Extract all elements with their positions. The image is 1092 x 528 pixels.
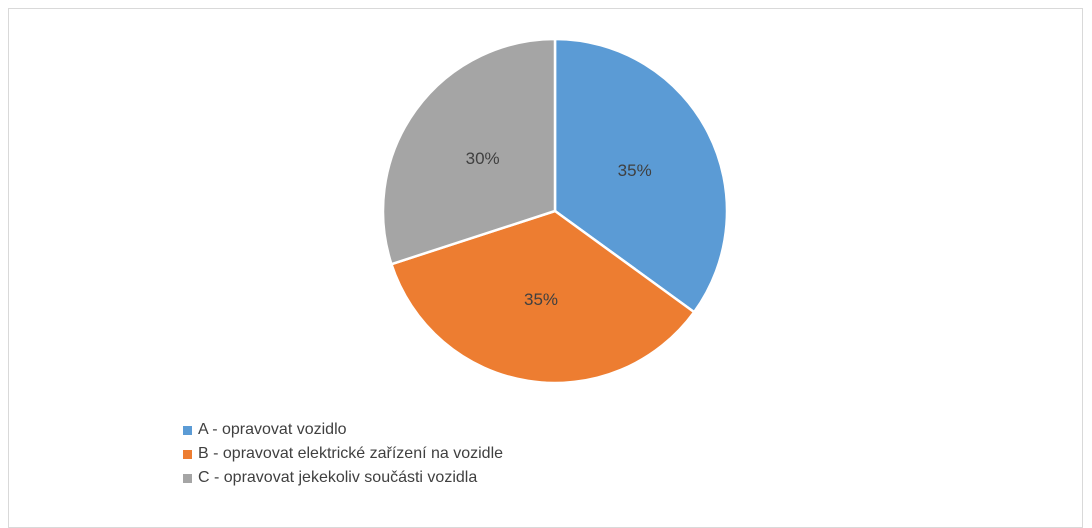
pie-slice-a	[553, 37, 729, 314]
data-label-c: 30%	[466, 149, 500, 168]
pie-chart: 35% 35% 30%	[381, 37, 729, 385]
legend-swatch	[183, 473, 192, 483]
legend-item-b: B - opravovat elektrické zařízení na voz…	[183, 442, 503, 466]
legend-item-a: A - opravovat vozidlo	[183, 418, 503, 442]
legend-item-c: C - opravovat jekekoliv součásti vozidla	[183, 466, 503, 490]
legend-label: B - opravovat elektrické zařízení na voz…	[198, 445, 504, 462]
legend-label: A - opravovat vozidlo	[198, 421, 347, 438]
legend-swatch	[183, 425, 192, 435]
legend: A - opravovat vozidlo B - opravovat elekt…	[183, 418, 503, 490]
data-label-a: 35%	[618, 161, 652, 180]
pie-slice-c	[381, 37, 557, 266]
data-label-b: 35%	[524, 290, 558, 309]
pie-slice-b	[390, 209, 696, 385]
legend-label: C - opravovat jekekoliv součásti vozidla	[198, 469, 478, 486]
legend-swatch	[183, 449, 192, 459]
